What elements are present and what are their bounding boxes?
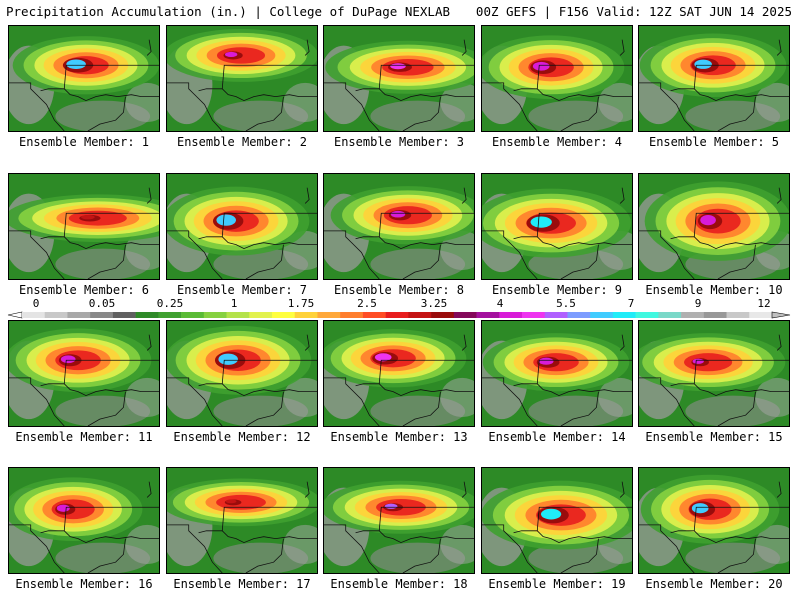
ensemble-member-map xyxy=(323,320,475,427)
colorbar-swatch xyxy=(408,312,432,318)
colorbar-tick-label: 9 xyxy=(694,297,702,310)
ensemble-member-caption: Ensemble Member: 7 xyxy=(176,283,308,297)
ensemble-member-caption: Ensemble Member: 16 xyxy=(15,577,153,591)
colorbar-swatch xyxy=(22,312,46,318)
ensemble-member-caption: Ensemble Member: 15 xyxy=(645,430,783,444)
colorbar-swatch xyxy=(453,312,477,318)
ensemble-member-map xyxy=(8,173,160,280)
ensemble-member-map xyxy=(638,320,790,427)
colorbar-swatch xyxy=(294,312,318,318)
colorbar-swatch xyxy=(90,312,114,318)
colorbar-tick-label: 12 xyxy=(757,297,771,310)
ensemble-member-map xyxy=(166,320,318,427)
ensemble-member-map xyxy=(8,320,160,427)
colorbar-swatch xyxy=(317,312,341,318)
ensemble-member-caption: Ensemble Member: 1 xyxy=(18,135,150,149)
ensemble-member-map xyxy=(481,173,633,280)
ensemble-member-caption: Ensemble Member: 11 xyxy=(15,430,153,444)
colorbar-tick-label: 0.25 xyxy=(156,297,184,310)
ensemble-member-caption: Ensemble Member: 3 xyxy=(333,135,465,149)
colorbar-swatch xyxy=(158,312,182,318)
ensemble-member-map xyxy=(166,25,318,132)
colorbar-swatch xyxy=(135,312,159,318)
ensemble-member-map xyxy=(323,173,475,280)
colorbar-swatch xyxy=(67,312,91,318)
colorbar-swatch xyxy=(635,312,659,318)
ensemble-member-caption: Ensemble Member: 8 xyxy=(333,283,465,297)
ensemble-member-map xyxy=(8,467,160,574)
ensemble-member-caption: Ensemble Member: 5 xyxy=(648,135,780,149)
ensemble-member-caption: Ensemble Member: 6 xyxy=(18,283,150,297)
colorbar-swatch xyxy=(340,312,364,318)
colorbar-tick-label: 7 xyxy=(627,297,635,310)
colorbar-swatch xyxy=(612,312,636,318)
ensemble-member-map xyxy=(166,173,318,280)
colorbar-swatch xyxy=(385,312,409,318)
ensemble-member-caption: Ensemble Member: 13 xyxy=(330,430,468,444)
precip-colorbar xyxy=(7,311,791,319)
colorbar-swatch xyxy=(658,312,682,318)
ensemble-member-map xyxy=(323,467,475,574)
colorbar-swatch xyxy=(431,312,455,318)
ensemble-member-caption: Ensemble Member: 19 xyxy=(488,577,626,591)
ensemble-member-caption: Ensemble Member: 9 xyxy=(491,283,623,297)
colorbar-swatch xyxy=(203,312,227,318)
ensemble-member-map xyxy=(638,173,790,280)
header-valid-time: 00Z GEFS | F156 Valid: 12Z SAT JUN 14 20… xyxy=(475,4,792,19)
colorbar-swatch xyxy=(749,312,773,318)
ensemble-member-map xyxy=(481,320,633,427)
colorbar-swatch xyxy=(476,312,500,318)
ensemble-member-caption: Ensemble Member: 4 xyxy=(491,135,623,149)
colorbar-tick-label: 0.05 xyxy=(88,297,116,310)
colorbar-swatch xyxy=(44,312,68,318)
ensemble-member-caption: Ensemble Member: 20 xyxy=(645,577,783,591)
colorbar-tick-label: 4 xyxy=(496,297,504,310)
colorbar-swatch xyxy=(703,312,727,318)
colorbar-swatch xyxy=(249,312,273,318)
ensemble-member-map xyxy=(8,25,160,132)
colorbar-swatch xyxy=(112,312,136,318)
colorbar-tick-label: 1.75 xyxy=(287,297,315,310)
colorbar-tick-label: 3.25 xyxy=(420,297,448,310)
ensemble-member-caption: Ensemble Member: 10 xyxy=(645,283,783,297)
colorbar-swatch xyxy=(226,312,250,318)
colorbar-swatch xyxy=(272,312,296,318)
colorbar-tick-label: 5.5 xyxy=(556,297,576,310)
colorbar-tick-label: 2.5 xyxy=(357,297,377,310)
colorbar-swatch xyxy=(499,312,523,318)
colorbar-swatch xyxy=(522,312,546,318)
ensemble-member-caption: Ensemble Member: 14 xyxy=(488,430,626,444)
colorbar-swatch xyxy=(681,312,705,318)
ensemble-member-caption: Ensemble Member: 2 xyxy=(176,135,308,149)
ensemble-member-map xyxy=(638,467,790,574)
colorbar-swatch xyxy=(181,312,205,318)
colorbar-swatch xyxy=(726,312,750,318)
ensemble-member-map xyxy=(481,25,633,132)
ensemble-member-map xyxy=(481,467,633,574)
colorbar-swatch xyxy=(590,312,614,318)
ensemble-member-map xyxy=(166,467,318,574)
header-title: Precipitation Accumulation (in.) | Colle… xyxy=(6,4,451,19)
colorbar-swatch xyxy=(567,312,591,318)
ensemble-member-caption: Ensemble Member: 12 xyxy=(173,430,311,444)
ensemble-member-map xyxy=(323,25,475,132)
colorbar-tick-label: 1 xyxy=(230,297,238,310)
ensemble-member-caption: Ensemble Member: 18 xyxy=(330,577,468,591)
colorbar-tick-label: 0 xyxy=(32,297,40,310)
colorbar-swatch xyxy=(362,312,386,318)
ensemble-member-caption: Ensemble Member: 17 xyxy=(173,577,311,591)
colorbar-swatch xyxy=(544,312,568,318)
ensemble-member-map xyxy=(638,25,790,132)
